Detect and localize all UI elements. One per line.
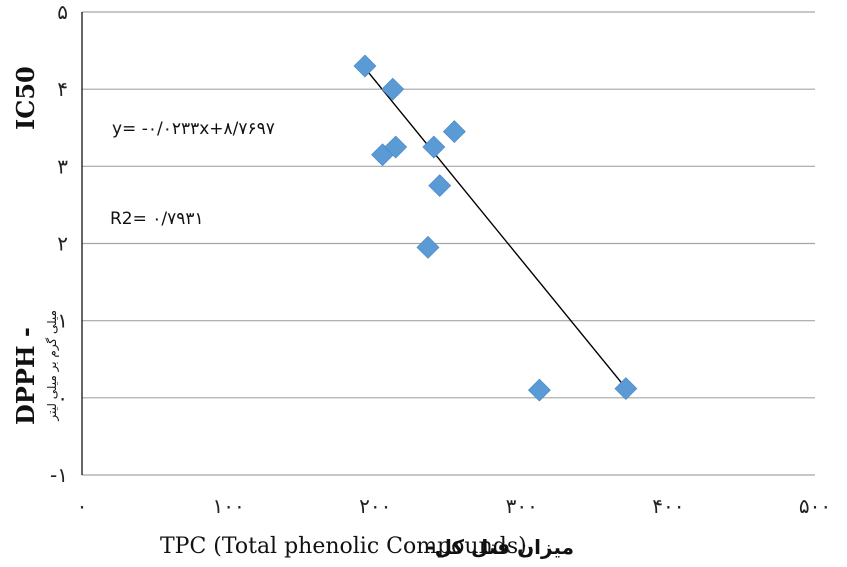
r-squared-label: R2= ۰/۷۹۳۱: [110, 209, 204, 229]
y-tick-label-6: ۵: [57, 0, 68, 24]
data-points: [353, 54, 638, 402]
data-point-5: [442, 120, 466, 144]
x-axis-label: TPC (Total phenolic Compounds): [160, 534, 527, 559]
trendline-equation: y= -۰/۰۲۳۳x+۸/۷۶۹۷: [112, 119, 275, 139]
y-tick-label-2: ۱: [57, 309, 68, 333]
data-point-7: [416, 235, 440, 259]
data-point-3: [384, 135, 408, 159]
data-point-4: [422, 135, 446, 159]
data-point-9: [614, 377, 638, 400]
y-axis-label-unit: میلی گرم بر میلی لیتر: [45, 310, 60, 422]
data-point-0: [353, 54, 377, 78]
y-axis-label-dpph: DPPH -: [11, 327, 40, 425]
trendline: [365, 69, 627, 389]
y-tick-label-4: ۳: [57, 154, 68, 178]
x-tick-label-5: ۵۰۰: [799, 494, 831, 518]
x-axis-label-fa: میزان فنل کل-: [426, 535, 574, 559]
y-tick-label-3: ۲: [57, 232, 68, 256]
grid-lines: [82, 11, 815, 476]
y-tick-label-1: ۰: [57, 386, 68, 410]
x-tick-label-1: ۱۰۰: [212, 494, 244, 518]
data-point-1: [381, 77, 405, 101]
x-tick-label-2: ۲۰۰: [359, 494, 391, 518]
x-tick-label-0: ۰: [77, 494, 88, 518]
x-tick-labels: ۰ ۱۰۰ ۲۰۰ ۳۰۰ ۴۰۰ ۵۰۰: [77, 494, 831, 518]
data-point-6: [428, 174, 452, 198]
y-tick-labels: -۱ ۰ ۱ ۲ ۳ ۴ ۵: [50, 0, 68, 487]
data-point-8: [527, 378, 551, 402]
y-axis-label-ic50: IC50: [11, 66, 40, 130]
x-tick-label-4: ۴۰۰: [652, 494, 684, 518]
y-tick-label-0: -۱: [50, 463, 68, 487]
y-tick-label-5: ۴: [57, 77, 68, 101]
x-tick-label-3: ۳۰۰: [506, 494, 538, 518]
